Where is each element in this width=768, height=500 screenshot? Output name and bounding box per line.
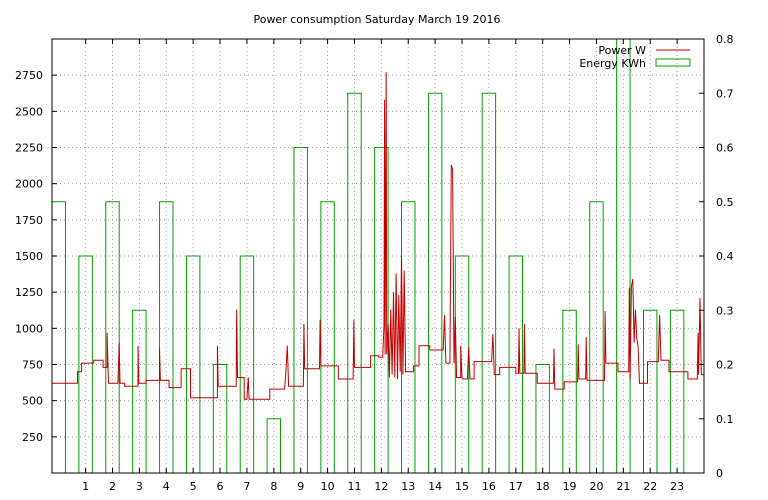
y-right-tick-label: 0.2 — [716, 359, 734, 372]
x-tick-label: 14 — [428, 480, 442, 493]
power-line — [52, 72, 704, 400]
x-tick-label: 16 — [482, 480, 496, 493]
y-left-tick-label: 500 — [22, 395, 43, 408]
x-tick-label: 12 — [374, 480, 388, 493]
energy-bar — [293, 147, 308, 474]
y-right-tick-label: 0.7 — [716, 87, 734, 100]
x-tick-label: 7 — [243, 480, 250, 493]
y-left-tick-label: 750 — [22, 359, 43, 372]
x-tick-label: 18 — [536, 480, 550, 493]
energy-bar — [320, 201, 335, 474]
energy-bar — [239, 255, 255, 474]
x-tick-label: 2 — [109, 480, 116, 493]
energy-bar — [535, 364, 550, 474]
y-axis-left-labels: 250 500 750 1000 1250 1500 1750 2000 2250 2500 275… — [15, 69, 43, 444]
y-right-tick-label: 0.3 — [716, 304, 734, 317]
legend-label-power: Power W — [598, 44, 646, 57]
y-right-tick-label: 0 — [716, 467, 723, 480]
x-tick-label: 11 — [347, 480, 361, 493]
x-tick-label: 20 — [589, 480, 603, 493]
y-left-tick-label: 2750 — [15, 69, 43, 82]
y-right-tick-label: 0.6 — [716, 142, 734, 155]
power-series-line — [52, 72, 704, 400]
energy-bar — [105, 201, 120, 474]
y-right-tick-label: 0.5 — [716, 196, 734, 209]
x-tick-label: 19 — [563, 480, 577, 493]
energy-bar — [454, 255, 470, 474]
energy-bars — [51, 38, 685, 474]
energy-bar — [212, 364, 228, 474]
y-right-tick-label: 0.1 — [716, 413, 734, 426]
y-left-tick-label: 1750 — [15, 214, 43, 227]
x-tick-label: 1 — [82, 480, 89, 493]
energy-bar — [51, 201, 66, 474]
x-tick-label: 10 — [321, 480, 335, 493]
legend-swatch-energy — [655, 58, 691, 67]
x-tick-label: 15 — [455, 480, 469, 493]
x-tick-label: 5 — [190, 480, 197, 493]
y-left-tick-label: 1000 — [15, 322, 43, 335]
x-tick-label: 22 — [643, 480, 657, 493]
y-left-tick-label: 2250 — [15, 142, 43, 155]
energy-bar — [266, 418, 282, 474]
y-axis-right-labels: 0 0.1 0.2 0.3 0.4 0.5 0.6 0.7 0.8 — [716, 33, 734, 480]
y-left-tick-label: 1500 — [15, 250, 43, 263]
x-tick-label: 6 — [217, 480, 224, 493]
x-axis-labels: 1 2 3 4 5 6 7 8 9 10 11 12 13 14 15 16 17 18 19 20 21 22 23 — [82, 480, 684, 493]
x-tick-label: 23 — [670, 480, 684, 493]
x-tick-label: 21 — [616, 480, 630, 493]
x-tick-label: 13 — [401, 480, 415, 493]
energy-bar — [159, 201, 174, 474]
chart-title: Power consumption Saturday March 19 2016 — [253, 13, 500, 26]
x-tick-label: 4 — [163, 480, 170, 493]
legend-label-energy: Energy KWh — [579, 57, 646, 70]
grid — [52, 39, 704, 473]
y-left-tick-label: 1250 — [15, 286, 43, 299]
x-tick-label: 3 — [136, 480, 143, 493]
x-tick-label: 8 — [270, 480, 277, 493]
y-left-tick-label: 250 — [22, 431, 43, 444]
x-tick-label: 9 — [297, 480, 304, 493]
energy-bar — [589, 201, 604, 474]
plot-frame — [51, 38, 705, 474]
x-tick-label: 17 — [509, 480, 523, 493]
y-left-tick-label: 2000 — [15, 178, 43, 191]
axis-ticks — [52, 38, 704, 474]
y-right-tick-label: 0.8 — [716, 33, 734, 46]
y-right-tick-label: 0.4 — [716, 250, 734, 263]
y-left-tick-label: 2500 — [15, 105, 43, 118]
